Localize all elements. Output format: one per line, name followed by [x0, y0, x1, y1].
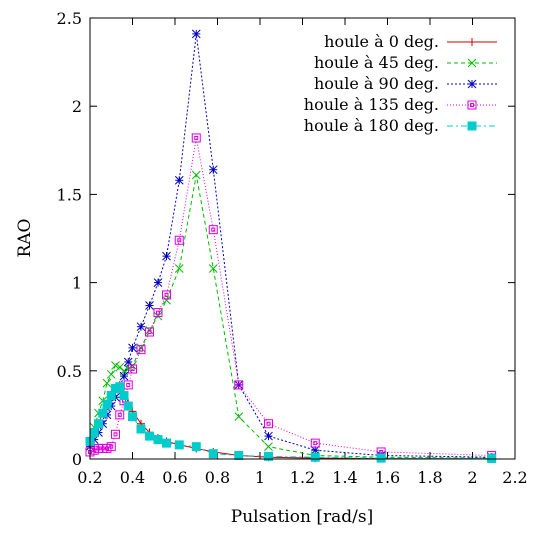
- y-axis-label: RAO: [15, 218, 35, 257]
- data-point: [174, 440, 184, 450]
- data-point: [264, 431, 273, 441]
- x-tick-label: 0.6: [162, 468, 187, 487]
- data-point: [191, 29, 201, 39]
- data-point: [89, 428, 99, 438]
- data-point: [145, 431, 154, 441]
- data-point: [208, 449, 218, 459]
- data-point: [467, 100, 477, 110]
- data-point: [153, 278, 163, 287]
- legend-label: houle à 180 deg.: [304, 116, 439, 135]
- data-point: [123, 401, 133, 411]
- data-point: [162, 438, 171, 448]
- data-point: [468, 38, 476, 46]
- data-point: [111, 429, 120, 439]
- legend-item: houle à 90 deg.: [314, 74, 497, 93]
- data-point: [174, 235, 184, 245]
- data-point: [376, 453, 386, 463]
- legend-label: houle à 90 deg.: [314, 74, 439, 93]
- data-point: [115, 382, 125, 392]
- data-point: [136, 345, 146, 355]
- x-tick-labels: 0.2 0.4 0.6 0.8 1 1.2 1.4 1.6 1.8 2 2.2: [77, 468, 527, 487]
- data-point: [191, 442, 201, 452]
- series-layer: [85, 29, 497, 463]
- x-tick-label: 0.8: [205, 468, 230, 487]
- y-tick-label: 1: [72, 274, 82, 293]
- series-line: [89, 33, 492, 458]
- data-point: [115, 410, 125, 420]
- data-point: [191, 133, 201, 143]
- x-tick-label: 2.2: [502, 468, 527, 487]
- data-point: [174, 175, 184, 185]
- legend-label: houle à 135 deg.: [304, 95, 439, 114]
- data-point: [264, 451, 273, 461]
- y-tick-label: 1.5: [57, 185, 82, 204]
- data-point: [310, 438, 320, 448]
- data-point: [94, 419, 103, 429]
- legend-item: houle à 180 deg.: [304, 116, 497, 135]
- x-tick-label: 1.4: [332, 468, 357, 487]
- data-point: [98, 408, 108, 418]
- data-point: [234, 380, 244, 390]
- data-point: [115, 362, 125, 372]
- x-axis-label: Pulsation [rad/s]: [231, 507, 373, 527]
- data-point: [128, 364, 137, 374]
- data-point: [264, 442, 273, 452]
- plot-frame: [89, 17, 516, 460]
- x-tick-label: 1.2: [290, 468, 315, 487]
- x-tick-label: 0.4: [120, 468, 145, 487]
- y-tick-label: 0: [72, 450, 82, 469]
- data-point: [487, 453, 497, 463]
- x-tick-label: 2: [467, 468, 477, 487]
- y-tick-labels: 0 0.5 1 1.5 2 2.5: [57, 9, 82, 469]
- data-point: [102, 378, 112, 388]
- y-tick-label: 0.5: [57, 362, 82, 381]
- data-point: [128, 412, 137, 422]
- data-point: [208, 225, 218, 235]
- data-point: [467, 58, 477, 68]
- data-point: [153, 435, 163, 445]
- data-point: [153, 308, 163, 318]
- data-point: [208, 165, 218, 175]
- data-point: [162, 290, 171, 300]
- x-tick-label: 1.6: [375, 468, 400, 487]
- legend-item: houle à 45 deg.: [314, 53, 497, 72]
- y-tick-label: 2.5: [57, 9, 82, 28]
- data-point: [208, 264, 218, 273]
- data-point: [467, 121, 477, 131]
- y-tick-label: 2: [72, 97, 82, 116]
- data-point: [234, 450, 244, 460]
- data-point: [162, 251, 171, 261]
- data-point: [162, 295, 171, 305]
- data-point: [234, 412, 244, 422]
- data-point: [128, 343, 137, 353]
- data-point: [136, 322, 146, 332]
- legend-item: houle à 0 deg.: [324, 32, 497, 51]
- data-point: [264, 419, 273, 429]
- data-point: [145, 327, 154, 337]
- x-tick-label: 1: [255, 468, 265, 487]
- x-tick-label: 0.2: [77, 468, 102, 487]
- legend-label: houle à 0 deg.: [324, 32, 439, 51]
- data-point: [191, 170, 201, 180]
- legend-label: houle à 45 deg.: [314, 53, 439, 72]
- data-point: [467, 79, 477, 89]
- data-point: [102, 399, 112, 409]
- data-point: [119, 390, 129, 400]
- data-point: [310, 452, 320, 462]
- x-tick-label: 1.8: [417, 468, 442, 487]
- data-point: [106, 369, 116, 379]
- data-point: [145, 301, 154, 310]
- legend: houle à 0 deg. houle à 45 deg. houle à 90 …: [304, 32, 497, 135]
- data-point: [119, 371, 129, 381]
- legend-item: houle à 135 deg.: [304, 95, 497, 114]
- data-point: [106, 442, 116, 452]
- data-point: [136, 424, 146, 434]
- data-point: [174, 264, 184, 273]
